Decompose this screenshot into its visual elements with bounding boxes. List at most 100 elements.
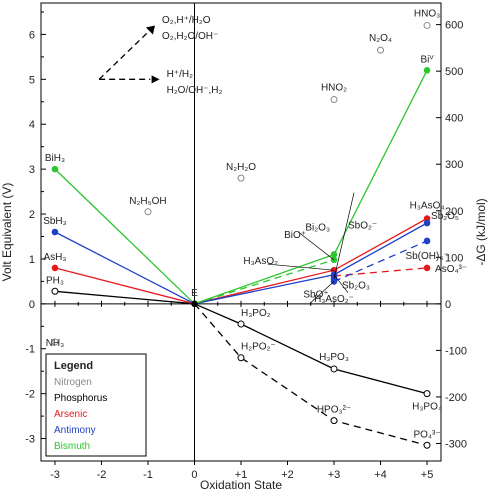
series-line-antimony [333, 240, 428, 282]
data-label-leader [333, 274, 349, 293]
data-point-phosphorus [423, 390, 431, 398]
legend-entry-arsenic: Arsenic [54, 409, 87, 420]
data-label: H₃AsO₂⁻ [314, 294, 354, 305]
y2-axis-ticks: -300 -200 -100 0 100 200 300 400 500 600 [436, 20, 467, 450]
data-label: AsH₃ [43, 252, 66, 263]
legend-entries: Nitrogen Phosphorus Arsenic Antimony Bismuth [54, 377, 107, 452]
y-tick-label: 4 [29, 119, 35, 131]
data-point-antimony [51, 228, 59, 236]
y-axis-label: Volt Equivalent (V) [0, 183, 14, 282]
x-tick-label: -3 [50, 469, 60, 481]
data-label: H₃PO₄ [412, 402, 442, 413]
series-line-arsenic [54, 217, 428, 305]
annotation-arrow-oxygen [98, 31, 149, 80]
data-label: H₃AsO₄ [410, 201, 445, 212]
data-label: SbH₃ [43, 216, 67, 227]
y-tick-label: 0 [29, 299, 35, 311]
data-label: Sb₂O₅ [431, 211, 459, 222]
legend-entry-nitrogen: Nitrogen [54, 377, 92, 388]
data-label: BiO⁺ [284, 230, 306, 241]
y-tick-label: 6 [29, 29, 35, 41]
series-line-bismuth [194, 259, 335, 305]
y2-tick-label: 600 [445, 20, 463, 32]
data-label: PO₄³⁻ [413, 429, 440, 440]
data-point-nitrogen [144, 208, 152, 216]
annotation-arrowhead-oxygen [145, 25, 155, 35]
data-point-bismuth [330, 251, 338, 258]
annotation-oxygen-acid: O₂,H⁺/H₂O [162, 15, 211, 26]
y-tick-label: 5 [29, 74, 35, 86]
y2-tick-label: 100 [445, 252, 463, 264]
data-label: HPO₃²⁻ [317, 405, 351, 416]
data-label: AsO₄³⁻ [435, 264, 467, 275]
data-label: Bi₂O₃ [305, 222, 330, 233]
data-point-phosphorus [330, 417, 338, 425]
data-point-bismuth [330, 256, 338, 264]
data-point-nitrogen [237, 174, 245, 182]
data-labels: NH₃ N₂H₅OH N₂H₂O HNO₂ N₂O₄ HNO₃ PH₃ E H₃PO₂ H₂PO₂… [43, 8, 467, 440]
data-label: HNO₃ [414, 8, 440, 19]
data-label: SbO⁺ [303, 289, 328, 300]
data-label: SbO₂⁻ [348, 221, 377, 232]
data-point-phosphorus [237, 354, 245, 362]
data-label: H₃AsO₂ [243, 256, 278, 267]
legend-entry-bismuth: Bismuth [54, 441, 90, 452]
y-tick-label: -3 [25, 434, 35, 446]
data-label: H₃PO₃ [319, 352, 349, 363]
x-tick-label: 0 [191, 469, 197, 481]
data-label: H₃PO₂ [241, 308, 271, 319]
data-label: HNO₂ [321, 83, 347, 94]
y-tick-label: 1 [29, 254, 35, 266]
data-label: NH₃ [46, 338, 65, 349]
data-point-phosphorus [423, 441, 431, 449]
x-tick-label: +2 [281, 469, 294, 481]
data-label: N₂H₅OH [129, 196, 166, 207]
y-axis-ticks: -3 -2 -1 0 1 2 3 4 5 6 [25, 11, 46, 462]
y2-tick-label: 300 [445, 159, 463, 171]
data-label: N₂O₄ [369, 33, 392, 44]
data-point-phosphorus [330, 365, 338, 373]
data-point-arsenic [423, 264, 431, 272]
data-point-bismuth [51, 165, 59, 173]
y2-tick-label: -200 [445, 392, 467, 404]
data-label: Sb(OH)₆⁻ [405, 251, 448, 262]
data-label: H₂PO₂⁻ [241, 342, 276, 353]
series-line-phosphorus [54, 290, 195, 305]
y-tick-label: -2 [25, 389, 35, 401]
legend: Legend Nitrogen Phosphorus Arsenic Antimony… [45, 353, 147, 457]
y2-tick-label: 500 [445, 66, 463, 78]
data-label-leader [333, 192, 355, 279]
data-label-leader [297, 231, 335, 261]
y2-axis-label: -ΔG (kJ/mol) [474, 198, 488, 265]
x-tick-label: +3 [328, 469, 341, 481]
legend-entry-phosphorus: Phosphorus [54, 393, 107, 404]
series-lines [54, 70, 428, 446]
data-point-phosphorus [237, 320, 245, 328]
data-point-antimony [423, 237, 431, 245]
data-label: E [191, 288, 198, 299]
data-point-phosphorus [51, 287, 59, 295]
x-tick-label: -1 [143, 469, 153, 481]
y-tick-label: 3 [29, 164, 35, 176]
annotation-oxygen-base: O₂,H₂O/OH⁻ [162, 31, 218, 42]
x-axis-label: Oxidation State [200, 478, 282, 492]
y-tick-label: -1 [25, 344, 35, 356]
data-label: BiH₃ [45, 153, 65, 164]
legend-entry-antimony: Antimony [54, 425, 96, 436]
legend-box [45, 353, 147, 457]
data-point-arsenic [51, 264, 59, 272]
x-tick-label: -2 [97, 469, 107, 481]
x-tick-label: +4 [374, 469, 387, 481]
data-point-antimony [423, 219, 431, 227]
data-label: Sb₂O₃ [342, 281, 370, 292]
legend-title: Legend [54, 360, 93, 372]
data-point-nitrogen [330, 96, 338, 104]
y2-tick-label: -100 [445, 345, 467, 357]
data-label-leader [309, 281, 335, 304]
annotation-arrowhead-hydrogen [151, 75, 160, 84]
series-line-antimony [54, 222, 428, 305]
series-line-phosphorus [194, 303, 428, 395]
series-line-phosphorus [194, 303, 428, 446]
x-tick-label: +5 [421, 469, 434, 481]
